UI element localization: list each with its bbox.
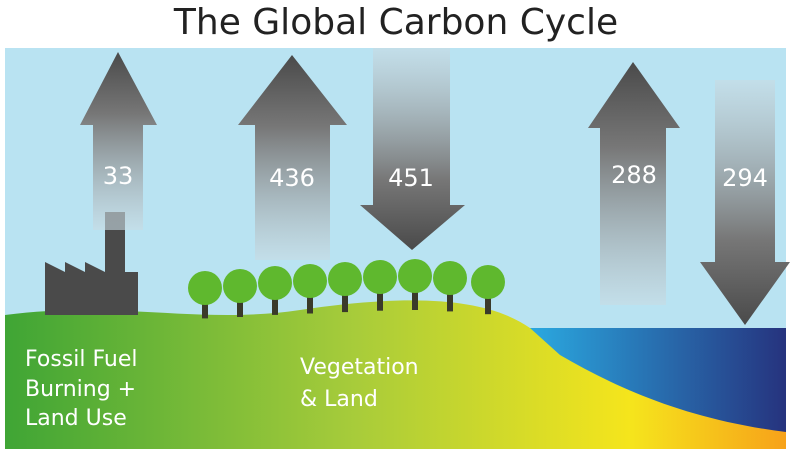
flux-label: 294 [722, 164, 768, 192]
region-label: Land Use [25, 406, 127, 431]
tree-crown [188, 271, 222, 305]
flux-label: 436 [269, 164, 315, 192]
tree-crown [471, 265, 505, 299]
tree-crown [363, 260, 397, 294]
region-label: Fossil Fuel [25, 347, 138, 372]
tree-crown [433, 261, 467, 295]
flux-label: 288 [611, 161, 657, 189]
tree-crown [398, 259, 432, 293]
flux-label: 451 [388, 164, 434, 192]
tree-crown [293, 264, 327, 298]
region-label: & Land [300, 387, 378, 412]
flux-label: 33 [103, 162, 134, 190]
region-label: Vegetation [300, 355, 419, 380]
tree-crown [223, 269, 257, 303]
region-label: Burning + [25, 377, 136, 402]
tree-crown [328, 262, 362, 296]
diagram: The Global Carbon Cycle 33 436 451 288 2… [0, 0, 791, 449]
title: The Global Carbon Cycle [173, 2, 618, 43]
tree-crown [258, 266, 292, 300]
